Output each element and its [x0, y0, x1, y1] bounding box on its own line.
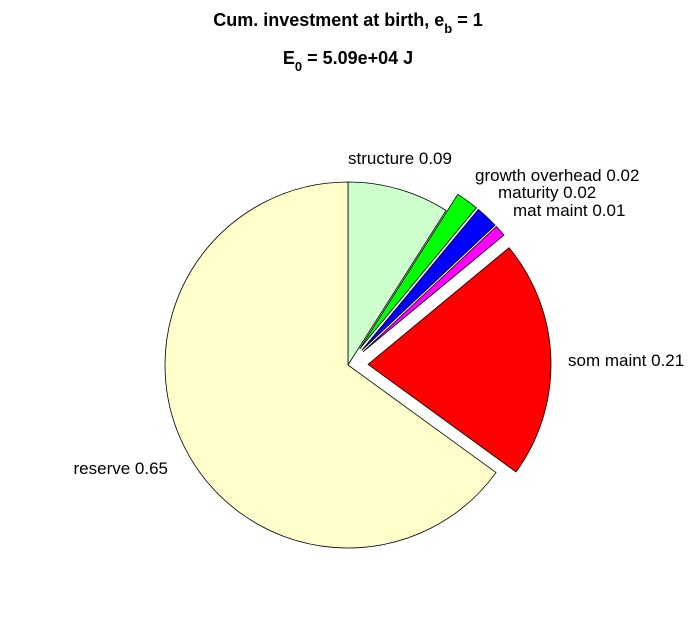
slice-label: reserve 0.65	[74, 459, 169, 478]
pie-slice	[347, 181, 447, 367]
subtitle-text: = 5.09e+04 J	[302, 48, 413, 68]
slice-label: structure 0.09	[348, 149, 452, 168]
pie-slice	[367, 247, 552, 473]
pie-slice	[361, 208, 496, 351]
title-subscript: b	[444, 21, 452, 36]
slice-label: som maint 0.21	[568, 351, 684, 370]
chart-title: Cum. investment at birth, eb = 1	[213, 10, 483, 36]
pie-slice	[164, 181, 497, 549]
pie-slice	[362, 225, 505, 353]
slice-label: mat maint 0.01	[513, 201, 625, 220]
title-text: Cum. investment at birth, e	[213, 10, 444, 30]
subtitle-text: E	[283, 48, 295, 68]
slice-label: maturity 0.02	[498, 183, 596, 202]
title-text: = 1	[452, 10, 483, 30]
chart-subtitle: E0 = 5.09e+04 J	[283, 48, 413, 74]
pie-slice	[359, 193, 477, 350]
subtitle-subscript: 0	[295, 59, 302, 74]
slice-label: growth overhead 0.02	[475, 166, 639, 185]
